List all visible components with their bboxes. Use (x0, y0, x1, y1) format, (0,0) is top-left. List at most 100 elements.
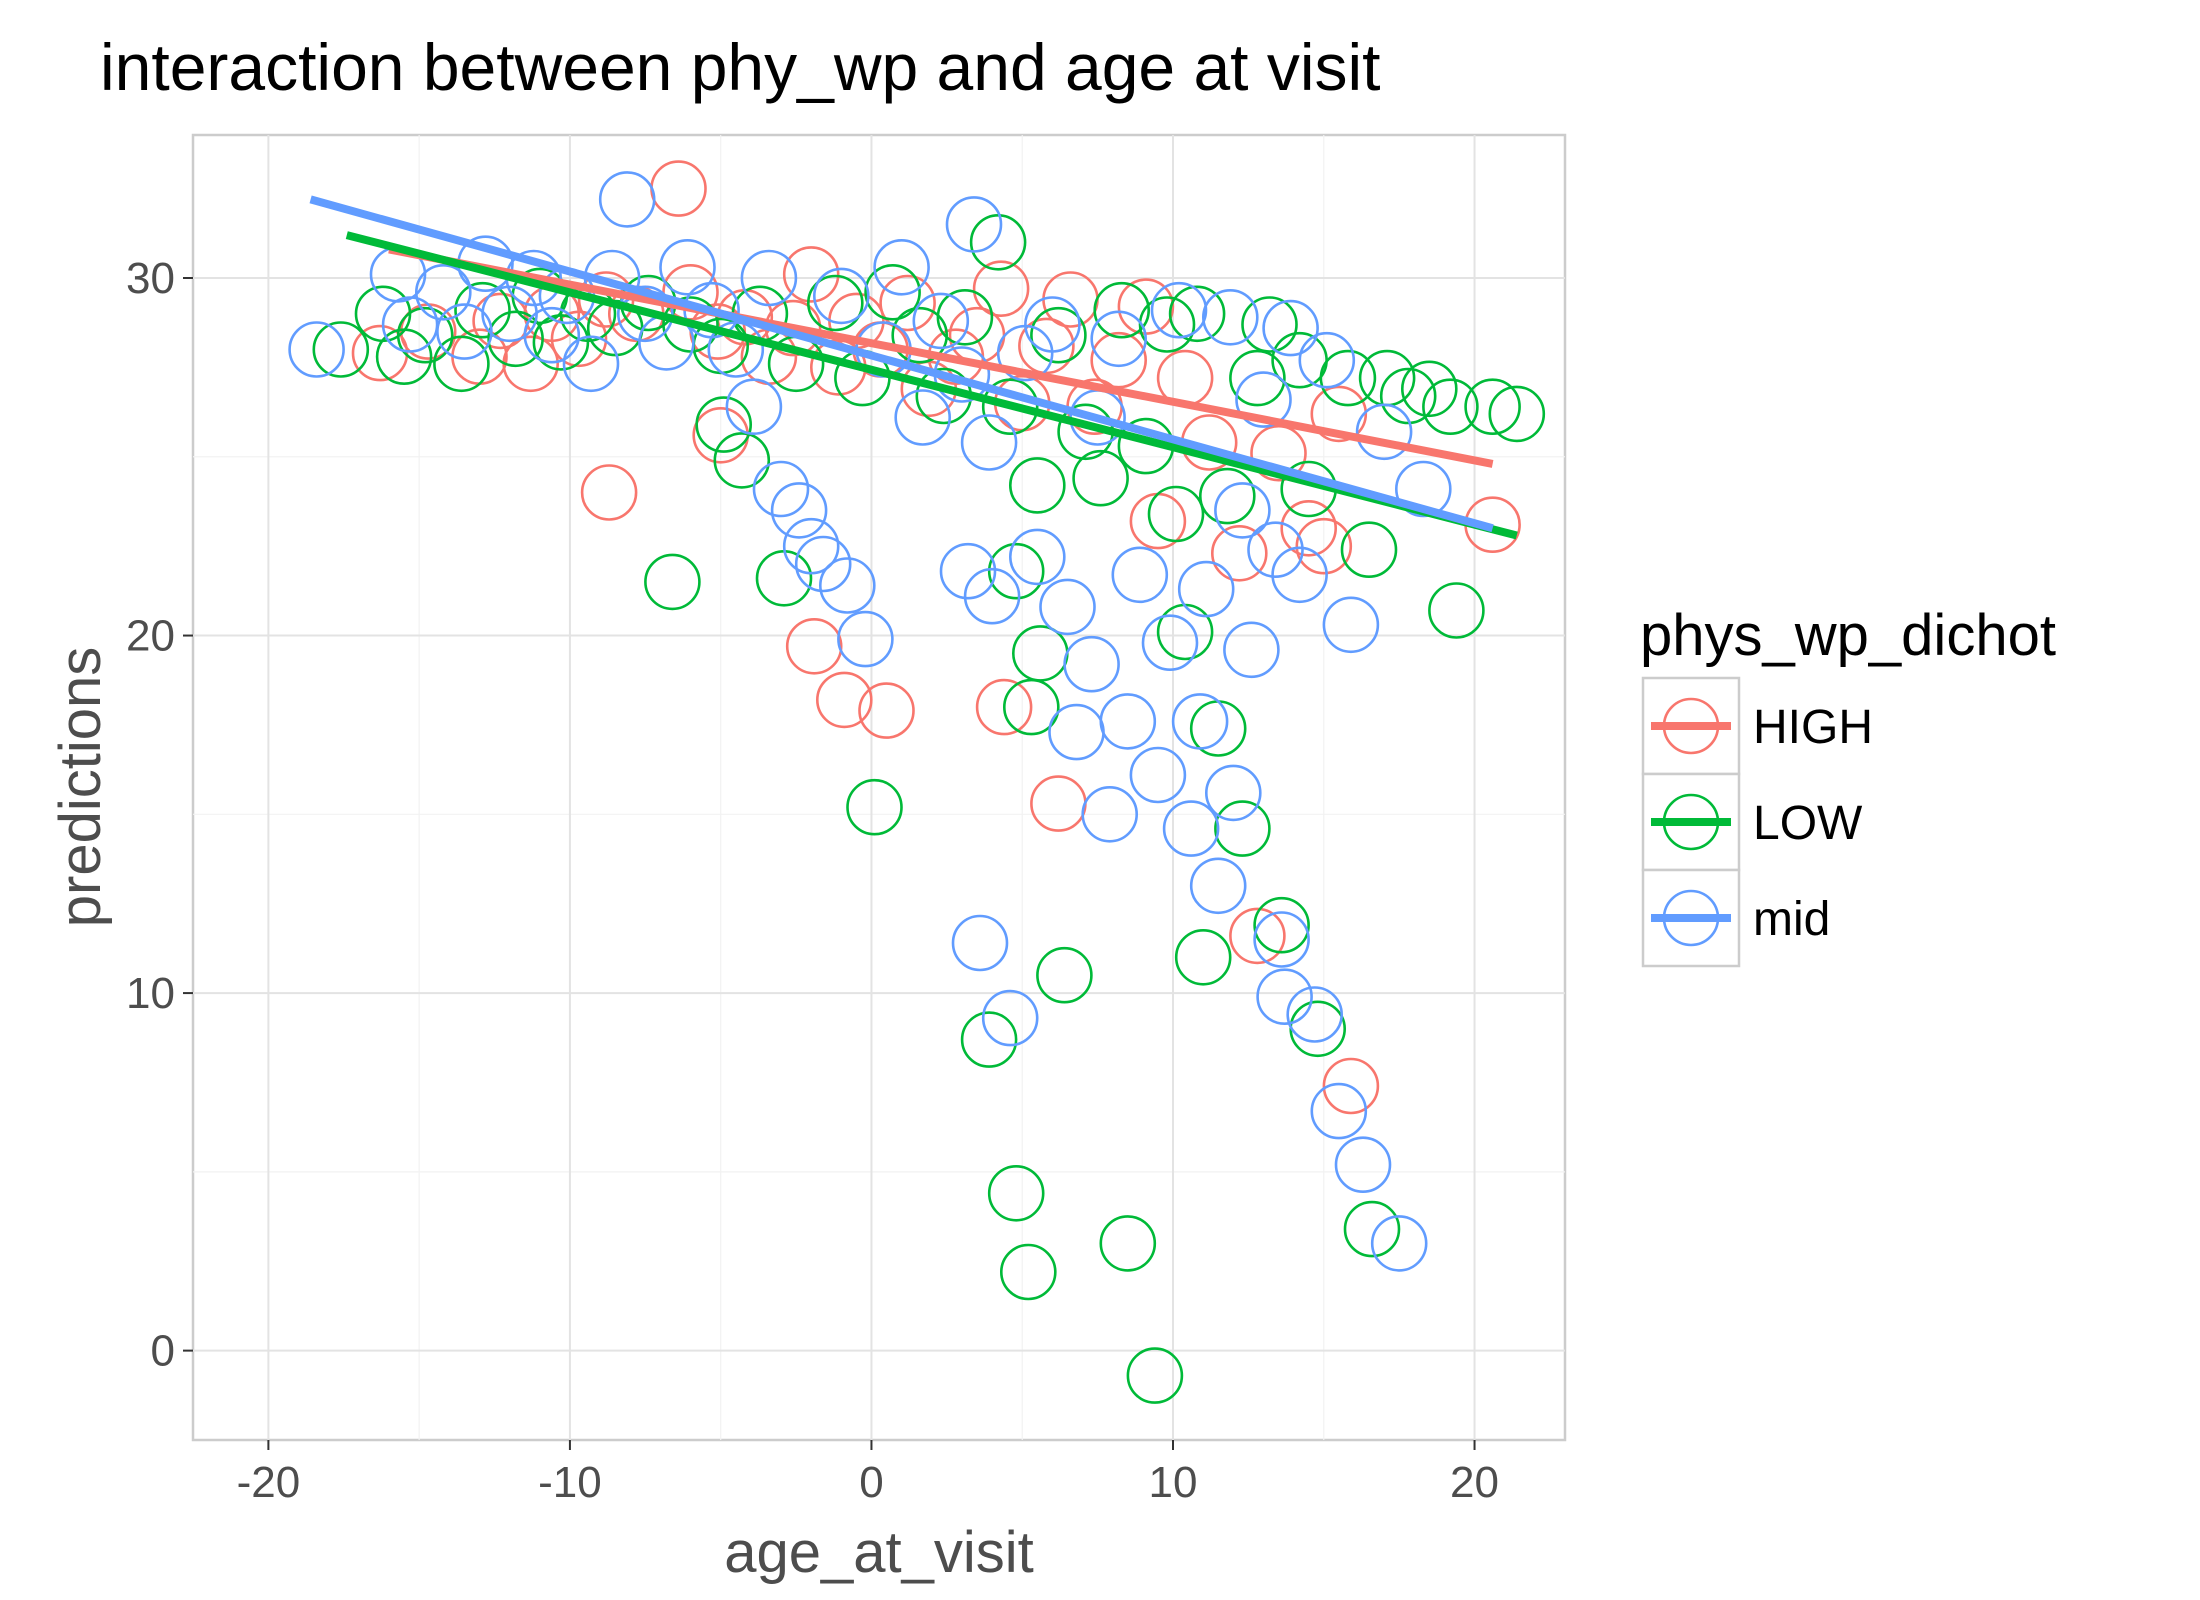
data-point-low (1428, 582, 1485, 639)
data-point-high (858, 682, 915, 739)
scatter-points (288, 160, 1546, 1404)
data-point-mid (1099, 693, 1157, 750)
x-axis-ticks: -20 -10 0 10 20 (237, 1440, 1499, 1507)
data-point-mid (740, 249, 798, 307)
data-point-mid (1395, 460, 1452, 518)
data-point-high (975, 678, 1033, 736)
y-tick-label: 10 (126, 969, 175, 1018)
data-point-mid (818, 557, 876, 614)
x-tick-label: -10 (538, 1458, 602, 1507)
legend-title: phys_wp_dichot (1640, 603, 2056, 668)
data-point-mid (1214, 482, 1271, 539)
data-point-mid (1262, 299, 1319, 357)
legend-marker-high (1662, 697, 1720, 755)
data-point-mid (1253, 911, 1310, 968)
data-point-low (1138, 296, 1196, 353)
data-point-low (695, 396, 753, 453)
data-point-low (1168, 285, 1226, 343)
data-point-mid (1063, 635, 1120, 693)
data-point-mid (288, 321, 345, 378)
data-point-mid (1247, 521, 1304, 579)
data-point-mid (1141, 614, 1199, 672)
data-point-mid (1189, 857, 1247, 915)
data-point-mid (1286, 986, 1343, 1043)
data-point-low (960, 1011, 1018, 1068)
data-point-mid (894, 389, 952, 446)
data-point-low (644, 553, 701, 611)
data-point-low (987, 1165, 1045, 1222)
data-point-high (1295, 517, 1353, 575)
legend-label-low: LOW (1753, 797, 1863, 850)
data-point-mid (752, 460, 810, 518)
data-point-low (1488, 385, 1546, 443)
data-point-mid (939, 542, 997, 600)
data-point-low (1093, 281, 1150, 339)
data-point-low (846, 778, 903, 836)
data-point-high (1229, 907, 1286, 965)
data-point-mid (981, 989, 1039, 1047)
legend: phys_wp_dichot HIGH LOW mid (1640, 603, 2056, 968)
data-point-mid (659, 238, 716, 296)
data-point-mid (523, 306, 581, 364)
data-point-mid (1235, 371, 1292, 428)
legend-label-mid: mid (1753, 893, 1830, 946)
data-point-mid (1205, 764, 1262, 822)
data-point-low (1199, 467, 1256, 525)
data-point-high (1280, 499, 1337, 557)
data-point-low (1009, 457, 1066, 514)
data-point-low (1147, 485, 1205, 543)
y-axis-title: predictions (48, 647, 113, 927)
data-point-mid (960, 414, 1018, 471)
data-point-low (1126, 1347, 1184, 1404)
data-point-high (550, 310, 608, 368)
data-point-low (969, 214, 1027, 271)
data-point-mid (707, 321, 765, 378)
data-point-low (1174, 928, 1232, 986)
data-point-mid (1171, 693, 1229, 750)
data-point-mid (414, 263, 472, 321)
data-point-low (1343, 1200, 1401, 1258)
legend-marker-low (1662, 793, 1720, 851)
y-tick-label: 30 (126, 254, 175, 303)
x-tick-label: 10 (1149, 1458, 1198, 1507)
data-point-mid (1310, 1082, 1368, 1140)
data-point-low (713, 432, 771, 489)
data-point-mid (1009, 528, 1066, 586)
data-point-low (662, 296, 719, 353)
trend-line-low (345, 231, 1518, 540)
data-point-high (815, 671, 873, 729)
x-tick-label: 20 (1450, 1458, 1499, 1507)
y-tick-label: 0 (151, 1327, 175, 1376)
data-point-mid (1322, 596, 1380, 654)
data-point-low (1030, 306, 1087, 364)
data-point-low (375, 328, 433, 386)
chart-title: interaction between phy_wp and age at vi… (100, 30, 1381, 104)
data-point-low (1072, 449, 1129, 507)
data-point-mid (1090, 310, 1147, 368)
data-point-low (1401, 360, 1458, 418)
data-point-mid (1202, 288, 1259, 346)
data-point-low (1379, 367, 1437, 425)
trend-line-mid (309, 195, 1494, 533)
data-point-low (864, 263, 921, 321)
data-point-low (1464, 378, 1521, 436)
data-point-low (454, 281, 511, 339)
data-point-low (1253, 896, 1310, 954)
data-point-low (1036, 946, 1093, 1004)
data-point-high (879, 274, 936, 332)
data-point-high (1310, 385, 1368, 443)
data-point-mid (1111, 546, 1169, 604)
data-point-mid (1298, 331, 1356, 389)
data-point-high (782, 246, 840, 303)
x-axis-title: age_at_visit (724, 1520, 1034, 1585)
legend-marker-mid (1662, 889, 1720, 947)
y-tick-label: 20 (126, 612, 175, 661)
data-point-low (1229, 349, 1286, 407)
data-point-mid (1334, 1136, 1392, 1193)
data-point-mid (1162, 800, 1220, 857)
data-point-low (433, 335, 490, 393)
legend-label-high: HIGH (1753, 701, 1873, 754)
data-point-mid (1177, 560, 1235, 618)
data-point-mid (873, 238, 930, 296)
